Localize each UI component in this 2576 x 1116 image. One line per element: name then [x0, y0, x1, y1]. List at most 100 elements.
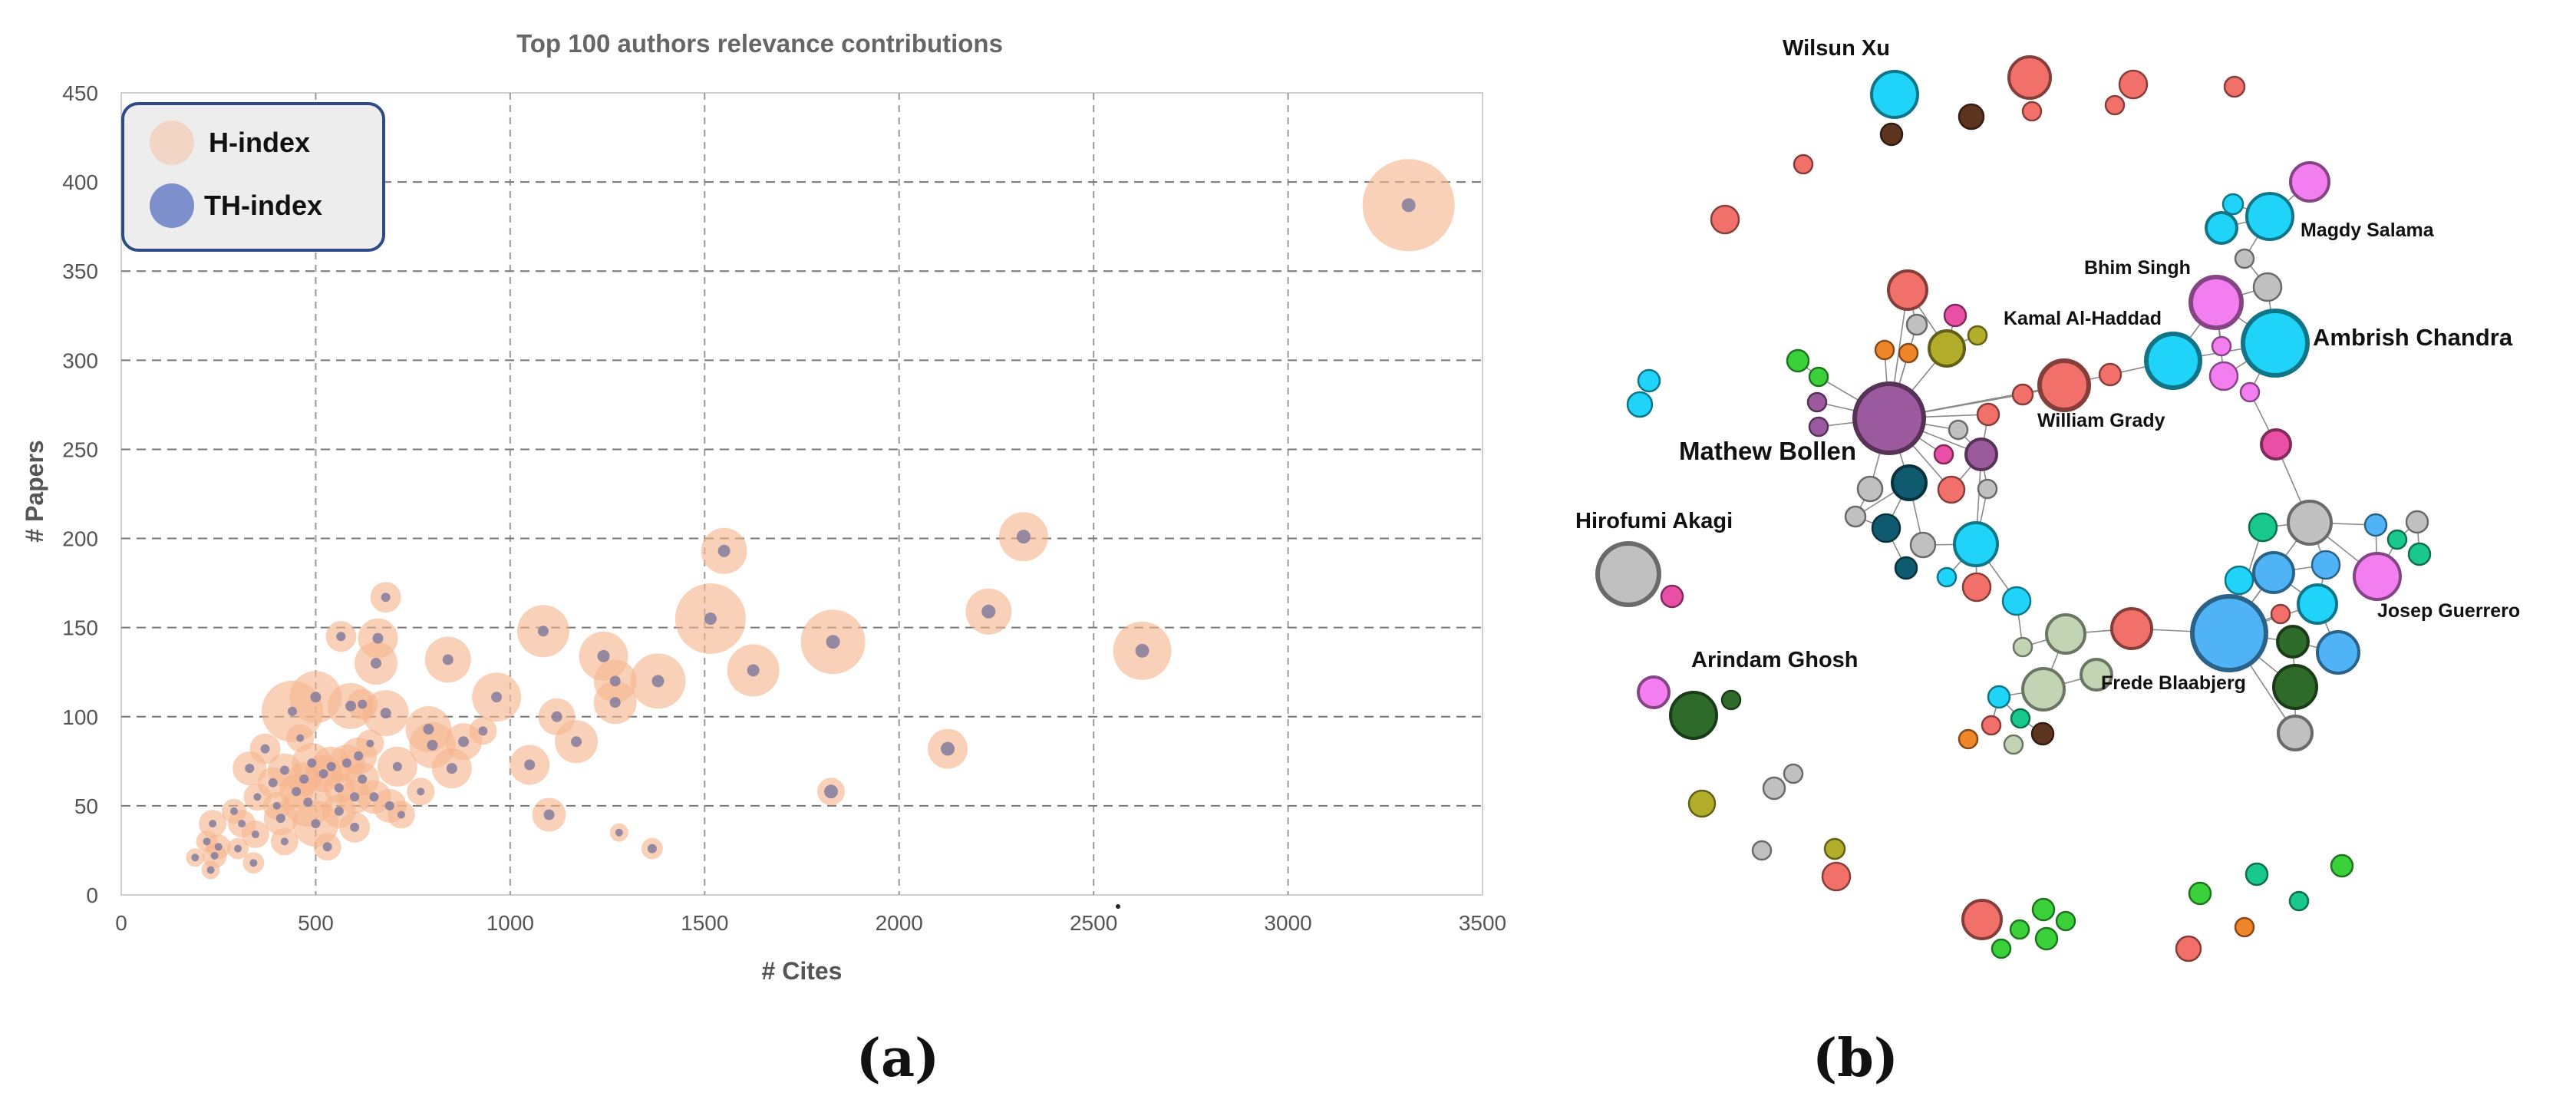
network-nodes — [1595, 55, 2432, 962]
th-index-bubble — [210, 851, 219, 860]
network-node — [1964, 437, 1998, 471]
network-node — [1637, 368, 1661, 393]
th-index-bubble — [310, 692, 322, 703]
network-node — [2287, 500, 2333, 546]
network-node — [2224, 565, 2254, 596]
network-node — [2221, 193, 2245, 216]
th-index-bubble — [280, 837, 289, 846]
network-node — [1808, 366, 1829, 388]
network-node — [1948, 419, 1969, 441]
th-index-bubble — [272, 801, 281, 810]
network-node — [1595, 541, 1661, 607]
network-node — [1981, 715, 2002, 736]
th-index-bubble — [350, 822, 360, 832]
network-node — [1626, 391, 1654, 418]
network-node — [2012, 636, 2033, 658]
th-index-bubble — [260, 744, 270, 754]
network-node — [2277, 715, 2314, 751]
th-index-bubble — [609, 697, 621, 708]
network-node — [2190, 594, 2268, 672]
y-tick-label: 50 — [74, 794, 98, 818]
th-index-bubble — [318, 769, 328, 779]
th-index-bubble — [651, 675, 665, 688]
th-index-bubble — [380, 708, 391, 719]
network-label-arindam: Arindam Ghosh — [1691, 648, 1859, 672]
network-node — [2037, 358, 2091, 412]
network-node — [1976, 402, 2000, 427]
network-node — [2288, 890, 2310, 912]
network-label-bhim: Bhim Singh — [2084, 257, 2191, 279]
y-tick-label: 300 — [62, 348, 98, 372]
network-node — [2144, 332, 2202, 390]
th-index-bubble — [597, 649, 610, 662]
network-node — [2003, 734, 2024, 755]
x-tick-label: 1000 — [487, 911, 534, 935]
network-node — [2289, 161, 2330, 203]
th-index-bubble — [372, 632, 384, 644]
x-tick-label: 1500 — [681, 911, 728, 935]
network-node — [2007, 55, 2052, 100]
network-node — [1987, 685, 2011, 709]
y-tick-label: 400 — [62, 170, 98, 194]
th-index-bubble — [249, 859, 258, 867]
network-node — [2252, 551, 2295, 594]
x-tick-label: 500 — [298, 911, 334, 935]
y-tick-label: 250 — [62, 437, 98, 461]
th-index-bubble — [392, 761, 402, 771]
panel-label-b: (b) — [1812, 1028, 1898, 1089]
coauthor-network: Wilsun Xu Magdy Salama Bhim Singh Kamal Al-… — [1575, 36, 2520, 1089]
network-node — [2245, 192, 2294, 241]
network-node — [1821, 861, 1852, 892]
network-node — [2188, 881, 2212, 906]
y-tick-label: 150 — [62, 616, 98, 640]
network-node — [1943, 303, 1967, 328]
network-node — [2363, 513, 2388, 537]
x-axis-label: # Cites — [762, 957, 843, 985]
th-index-bubble — [397, 811, 405, 819]
th-index-bubble — [747, 664, 760, 677]
network-node — [1894, 556, 1918, 580]
network-node — [1937, 475, 1966, 504]
network-node — [2208, 361, 2239, 391]
th-index-bubble — [1016, 530, 1031, 544]
network-node — [1961, 572, 1992, 603]
x-tick-labels: 0 500 1000 1500 2000 2500 3000 3500 — [115, 911, 1506, 935]
th-index-bubble — [191, 854, 200, 862]
network-node — [2407, 542, 2432, 566]
th-index-bubble — [279, 765, 289, 775]
network-node — [2104, 94, 2126, 116]
network-node — [2021, 667, 2066, 712]
th-index-bubble — [358, 699, 368, 709]
network-node — [1928, 329, 1966, 368]
network-node — [2252, 272, 2283, 302]
x-tick-label: 2000 — [876, 911, 923, 935]
th-index-bubble — [615, 828, 623, 837]
network-label-hirofumi: Hirofumi Akagi — [1575, 509, 1733, 533]
network-node — [1887, 269, 1928, 311]
th-index-bubble — [209, 820, 217, 828]
network-node — [1967, 325, 1988, 346]
th-index-bubble — [384, 801, 394, 811]
network-node — [1844, 505, 1867, 528]
network-node — [1660, 584, 1684, 609]
network-node — [1637, 675, 1671, 709]
network-labels: Wilsun Xu Magdy Salama Bhim Singh Kamal Al-… — [1575, 36, 2520, 694]
network-node — [1808, 416, 1829, 437]
th-index-bubble — [303, 797, 313, 807]
network-node — [2098, 362, 2122, 387]
network-node — [2001, 586, 2032, 616]
network-node — [2010, 708, 2031, 729]
network-node — [1936, 566, 1958, 588]
th-index-bubble — [551, 711, 562, 722]
network-node — [1669, 691, 1718, 740]
th-index-bubble — [1401, 198, 1416, 213]
th-index-bubble — [458, 736, 470, 748]
x-tick-label: 2500 — [1070, 911, 1117, 935]
network-node — [2353, 552, 2402, 601]
th-index-bubble — [322, 842, 332, 852]
network-node — [2386, 529, 2408, 550]
th-index-bubble — [334, 806, 344, 816]
y-tick-label: 200 — [62, 527, 98, 551]
network-node — [1710, 204, 1740, 235]
